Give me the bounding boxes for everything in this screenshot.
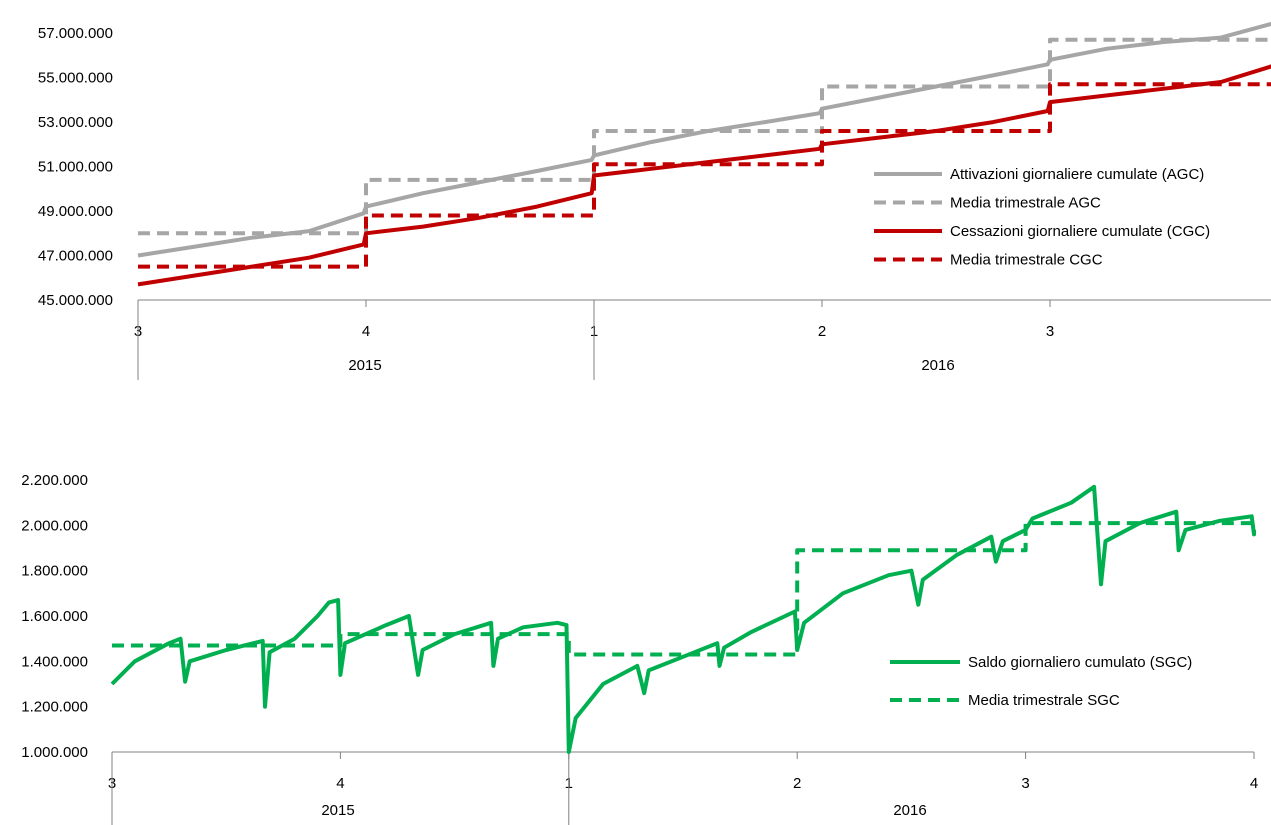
legend-label: Cessazioni giornaliere cumulate (CGC) <box>950 223 1210 240</box>
year-label: 2015 <box>348 357 381 374</box>
series-line-2 <box>138 40 1271 234</box>
year-label: 2016 <box>893 802 926 819</box>
legend: Saldo giornaliero cumulato (SGC) Media tr… <box>890 654 1192 709</box>
y-tick-label: 55.000.000 <box>38 70 113 87</box>
y-tick-label: 1.800.000 <box>21 563 88 580</box>
legend-label: Media trimestrale CGC <box>950 252 1103 269</box>
year-label: 2016 <box>921 357 954 374</box>
x-tick-label: 2 <box>818 323 826 340</box>
legend-label: Media trimestrale SGC <box>968 692 1120 709</box>
legend: Attivazioni giornaliere cumulate (AGC) Me… <box>874 166 1210 269</box>
legend-label: Saldo giornaliero cumulato (SGC) <box>968 654 1192 671</box>
x-tick-label: 4 <box>336 775 344 792</box>
y-tick-label: 1.000.000 <box>21 744 88 761</box>
y-tick-label: 57.000.000 <box>38 25 113 42</box>
x-tick-label: 3 <box>1021 775 1029 792</box>
y-tick-label: 49.000.000 <box>38 203 113 220</box>
y-tick-label: 51.000.000 <box>38 159 113 176</box>
series-line-1 <box>112 487 1271 752</box>
y-tick-label: 53.000.000 <box>38 114 113 131</box>
x-tick-label: 4 <box>362 323 370 340</box>
chart-2: 1.000.000 1.200.000 1.400.000 1.600.000 1.80… <box>21 472 1271 825</box>
x-tick-label: 3 <box>1046 323 1054 340</box>
y-tick-label: 1.200.000 <box>21 699 88 716</box>
legend-label: Media trimestrale AGC <box>950 195 1101 212</box>
legend-label: Attivazioni giornaliere cumulate (AGC) <box>950 166 1204 183</box>
y-tick-label: 47.000.000 <box>38 248 113 265</box>
year-label: 2015 <box>321 802 354 819</box>
series-line-1 <box>138 22 1271 256</box>
x-tick-label: 2 <box>793 775 801 792</box>
y-tick-label: 1.400.000 <box>21 653 88 670</box>
y-tick-label: 2.200.000 <box>21 472 88 489</box>
chart-1: 45.000.000 47.000.000 49.000.000 51.000.000… <box>38 22 1271 380</box>
y-tick-label: 2.000.000 <box>21 517 88 534</box>
x-tick-label: 4 <box>1250 775 1258 792</box>
y-tick-label: 45.000.000 <box>38 292 113 309</box>
y-tick-label: 1.600.000 <box>21 608 88 625</box>
